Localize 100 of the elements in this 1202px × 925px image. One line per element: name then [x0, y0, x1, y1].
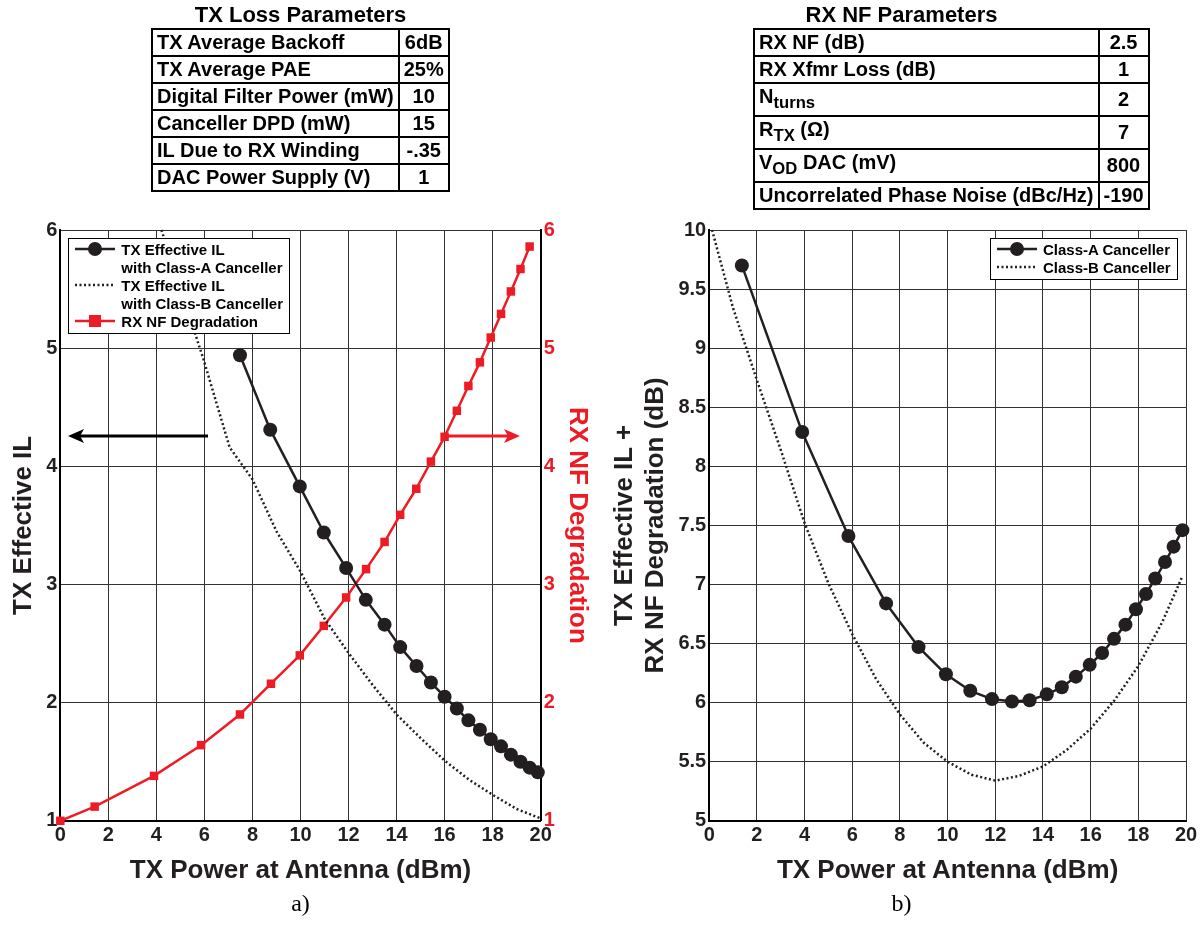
text: 1: [398, 164, 449, 191]
point: [1039, 687, 1054, 702]
point: [358, 592, 373, 607]
point: [292, 479, 307, 494]
y2-axis-title: RX NF Degradation: [564, 406, 595, 644]
point: [530, 765, 545, 780]
x-tick-label: 18: [481, 823, 504, 846]
point: [263, 422, 278, 437]
y2-tick-label: 2: [543, 690, 555, 713]
point: [380, 537, 389, 547]
text: DAC Power Supply (V): [152, 164, 399, 191]
point: [841, 529, 856, 544]
point: [938, 667, 953, 682]
x-tick-label: 12: [337, 823, 360, 846]
point: [525, 242, 534, 251]
text: -190: [1098, 182, 1149, 209]
y-tick-label: 6: [46, 217, 58, 240]
y-axis-title: TX Effective IL: [6, 435, 37, 615]
point: [266, 679, 276, 688]
point: [1128, 602, 1143, 617]
point: [316, 525, 331, 540]
text: a): [290, 890, 311, 917]
point: [1022, 693, 1037, 708]
y-tick-label: 5: [46, 335, 58, 358]
text: 2: [1098, 83, 1149, 116]
point: [963, 683, 978, 698]
text: 800: [1098, 149, 1149, 182]
point: [339, 560, 354, 575]
point: [461, 713, 476, 728]
point: [795, 425, 810, 440]
text: 1: [1098, 56, 1149, 83]
point: [1095, 646, 1110, 661]
x-tick-label: 16: [433, 823, 456, 846]
y-tick-label: 9: [695, 335, 707, 358]
legend-label: Class-A Canceller: [1043, 241, 1171, 259]
y-tick-label: 8: [695, 453, 707, 476]
x-tick-label: 12: [984, 823, 1007, 846]
y-tick-label: 7.5: [678, 512, 707, 535]
x-tick-label: 18: [1127, 823, 1150, 846]
legend-label: TX Effective IL with Class-B Canceller: [121, 277, 284, 313]
text: RX NF (dB): [754, 29, 1099, 56]
text: b): [890, 890, 913, 917]
point: [464, 381, 473, 391]
y-tick-label: 6: [695, 690, 707, 713]
x-tick-label: 4: [150, 823, 163, 846]
x-tick-label: 4: [799, 823, 811, 846]
text: TX Average Backoff: [152, 29, 399, 56]
point: [734, 258, 749, 273]
point: [423, 675, 438, 690]
point: [1068, 669, 1083, 684]
text: Canceller DPD (mW): [152, 110, 399, 137]
point: [1082, 657, 1097, 672]
x-tick-label: 14: [1031, 823, 1055, 846]
y-tick-label: 7: [695, 572, 707, 594]
point: [437, 689, 452, 704]
legend-label: RX NF Degradation: [121, 313, 258, 331]
point: [483, 732, 498, 747]
text: V$_{OD}$ DAC (mV): [754, 149, 1099, 182]
text: R$_{TX}$ (Ω): [754, 116, 1099, 149]
y2-tick-label: 5: [543, 335, 555, 358]
point: [90, 802, 99, 811]
x-axis-title: TX Power at Antenna (dBm): [776, 853, 1119, 884]
point: [494, 739, 509, 754]
text: 10: [398, 83, 449, 110]
text: 25%: [398, 56, 449, 83]
text: 7: [1098, 116, 1149, 149]
point: [1158, 555, 1173, 570]
y-tick-label: 10: [683, 217, 707, 240]
y-tick-label: 5.5: [678, 749, 707, 772]
x-tick-label: 8: [894, 823, 906, 846]
point: [486, 333, 495, 342]
x-tick-label: 20: [1174, 823, 1198, 846]
text: 15: [398, 110, 449, 137]
chart-title: RX NF Parameters: [804, 2, 999, 28]
y-axis-title: TX Effective IL + RX NF Degradation (dB): [607, 377, 669, 674]
y2-tick-label: 6: [543, 217, 555, 240]
point: [503, 747, 518, 762]
point: [235, 710, 245, 719]
y-tick-label: 3: [46, 572, 58, 594]
point: [475, 358, 485, 367]
point: [1004, 694, 1019, 709]
text: Uncorrelated Phase Noise (dBc/Hz): [754, 182, 1099, 209]
text: TX Average PAE: [152, 56, 399, 83]
y-tick-label: 2: [46, 690, 58, 713]
y2-tick-label: 3: [543, 572, 555, 594]
y-tick-label: 4: [46, 453, 59, 476]
point: [1166, 539, 1181, 554]
x-tick-label: 10: [936, 823, 959, 846]
point: [516, 264, 525, 274]
legend-label: TX Effective IL with Class-A Canceller: [121, 241, 283, 277]
x-tick-label: 8: [246, 823, 259, 846]
y-tick-label: 9.5: [678, 276, 707, 299]
point: [472, 722, 487, 737]
x-tick-label: 10: [289, 823, 312, 846]
text: 6dB: [398, 29, 449, 56]
x-tick-label: 6: [198, 823, 210, 846]
point: [1175, 523, 1190, 538]
x-axis-title: TX Power at Antenna (dBm): [129, 853, 472, 884]
point: [1054, 680, 1069, 695]
text: Digital Filter Power (mW): [152, 83, 399, 110]
